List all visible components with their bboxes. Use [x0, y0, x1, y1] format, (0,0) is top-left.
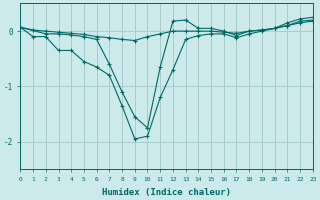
X-axis label: Humidex (Indice chaleur): Humidex (Indice chaleur) — [102, 188, 231, 197]
